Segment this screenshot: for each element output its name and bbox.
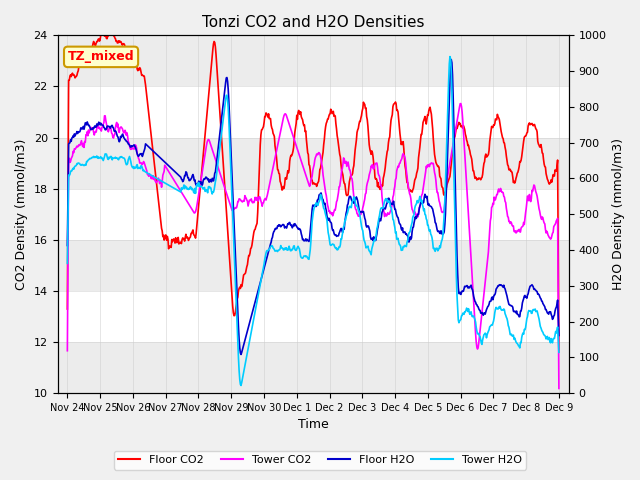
Title: Tonzi CO2 and H2O Densities: Tonzi CO2 and H2O Densities	[202, 15, 424, 30]
Y-axis label: CO2 Density (mmol/m3): CO2 Density (mmol/m3)	[15, 139, 28, 290]
Bar	[58, 36, 569, 86]
Bar	[58, 138, 569, 189]
X-axis label: Time: Time	[298, 419, 328, 432]
Y-axis label: H2O Density (mmol/m3): H2O Density (mmol/m3)	[612, 138, 625, 290]
Legend: Floor CO2, Tower CO2, Floor H2O, Tower H2O: Floor CO2, Tower CO2, Floor H2O, Tower H…	[113, 451, 527, 469]
Bar	[58, 240, 569, 291]
Bar	[58, 342, 569, 393]
Text: TZ_mixed: TZ_mixed	[68, 50, 134, 63]
